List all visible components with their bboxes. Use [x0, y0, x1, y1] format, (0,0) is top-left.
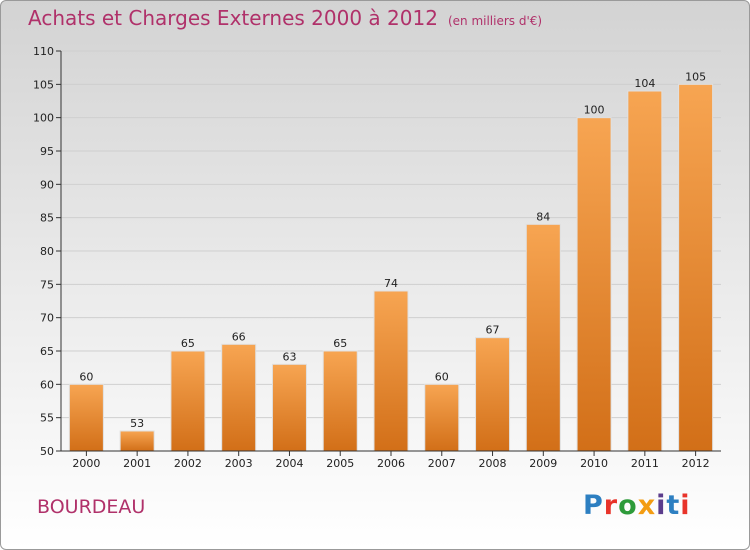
chart-title-text: Achats et Charges Externes 2000 à 2012	[28, 6, 438, 30]
y-tick-label: 95	[40, 145, 54, 158]
data-label: 104	[634, 77, 655, 90]
x-tick-label: 2009	[529, 457, 557, 470]
data-label: 66	[232, 330, 246, 343]
y-tick-label: 105	[33, 78, 54, 91]
x-tick-label: 2001	[123, 457, 151, 470]
bar	[373, 290, 409, 452]
x-tick-label: 2003	[225, 457, 253, 470]
bar	[525, 223, 561, 452]
x-tick-label: 2002	[174, 457, 202, 470]
logo-letter: P	[583, 490, 604, 521]
commune-name: BOURDEAU	[37, 496, 146, 518]
bar	[68, 383, 104, 452]
data-label: 65	[181, 337, 195, 350]
y-tick-label: 85	[40, 212, 54, 225]
x-tick-label: 2007	[428, 457, 456, 470]
data-label: 105	[685, 70, 706, 83]
bar	[221, 343, 257, 452]
bar	[322, 350, 358, 452]
bar	[627, 90, 663, 452]
data-label: 63	[282, 350, 296, 363]
data-label: 65	[333, 337, 347, 350]
x-tick-label: 2008	[479, 457, 507, 470]
data-label: 100	[584, 104, 605, 117]
data-label: 84	[536, 210, 550, 223]
x-tick-label: 2011	[631, 457, 659, 470]
y-tick-label: 55	[40, 412, 54, 425]
bar	[424, 383, 460, 452]
bar	[475, 337, 511, 452]
y-tick-label: 100	[33, 112, 54, 125]
x-tick-label: 2012	[682, 457, 710, 470]
bar	[119, 430, 155, 452]
logo-letter: t	[666, 490, 681, 521]
y-tick-label: 75	[40, 278, 54, 291]
data-label: 53	[130, 417, 144, 430]
proxiti-logo: Proxiti	[583, 490, 691, 521]
y-tick-label: 65	[40, 345, 54, 358]
y-tick-label: 110	[33, 45, 54, 58]
data-label: 60	[435, 370, 449, 383]
x-tick-label: 2004	[275, 457, 303, 470]
data-label: 67	[486, 324, 500, 337]
logo-letter: i	[680, 490, 691, 521]
logo-letter: o	[618, 490, 638, 521]
bars: 60 53 65 66 63 65 74 60 67 84 100 104 105	[68, 70, 714, 452]
logo-letter: r	[603, 490, 619, 521]
x-tick-label: 2000	[72, 457, 100, 470]
x-tick-label: 2010	[580, 457, 608, 470]
axes: 50 55 60 65 70 75 80 85 90 95 100 105 110 2000 2001 200…	[33, 45, 721, 470]
y-tick-label: 90	[40, 178, 54, 191]
chart-title: Achats et Charges Externes 2000 à 2012 (e…	[28, 6, 542, 30]
y-tick-label: 60	[40, 378, 54, 391]
chart-unit: (en milliers d'€)	[447, 14, 543, 28]
data-label: 74	[384, 277, 398, 290]
x-tick-label: 2006	[377, 457, 405, 470]
data-label: 60	[79, 370, 93, 383]
bar	[576, 117, 612, 452]
bar	[271, 363, 307, 452]
logo-letter: x	[637, 490, 657, 521]
y-tick-label: 50	[40, 445, 54, 458]
x-tick-label: 2005	[326, 457, 354, 470]
bar	[170, 350, 206, 452]
logo-letter: i	[656, 490, 667, 521]
y-tick-label: 70	[40, 312, 54, 325]
y-tick-label: 80	[40, 245, 54, 258]
bar	[678, 83, 714, 452]
